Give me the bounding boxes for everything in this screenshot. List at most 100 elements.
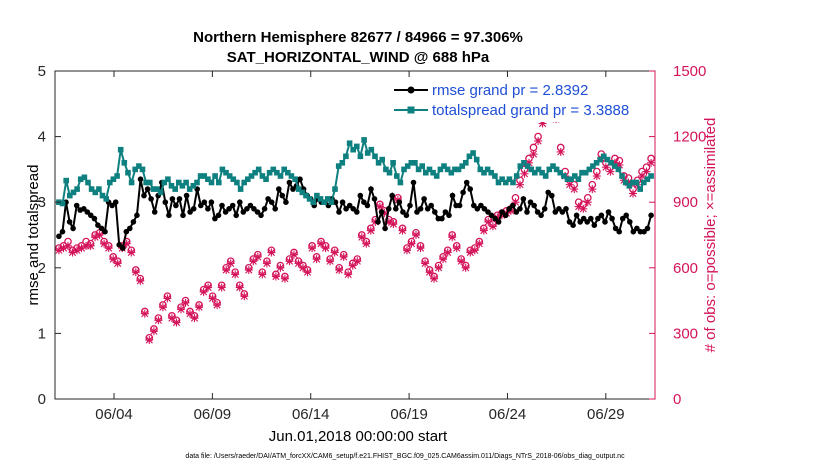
totalspread-point xyxy=(386,169,393,176)
obs-assimilated-marker xyxy=(181,298,190,307)
rmse-point xyxy=(549,192,555,199)
totalspread-point xyxy=(419,163,425,169)
obs-assimilated-marker xyxy=(461,263,470,272)
totalspread-point xyxy=(168,183,175,189)
obs-assimilated-marker xyxy=(353,257,362,266)
rmse-point xyxy=(215,212,222,219)
totalspread-point xyxy=(205,176,211,182)
totalspread-point xyxy=(433,173,440,179)
totalspread-point xyxy=(241,179,247,186)
totalspread-point xyxy=(154,186,160,192)
totalspread-point xyxy=(426,166,433,173)
totalspread-point xyxy=(186,186,193,192)
obs-assimilated-marker xyxy=(326,257,335,266)
x-tick-label: 06/04 xyxy=(95,406,133,423)
totalspread-point xyxy=(285,169,291,176)
totalspread-point xyxy=(143,179,149,186)
plot-area xyxy=(55,71,655,399)
obs-assimilated-marker xyxy=(425,268,434,277)
obs-assimilated-marker xyxy=(299,263,307,272)
obs-assimilated-marker xyxy=(439,255,448,264)
totalspread-point xyxy=(128,179,135,186)
obs-assimilated-marker xyxy=(516,180,524,189)
totalspread-point xyxy=(568,176,574,182)
rmse-point xyxy=(605,209,612,215)
y-tick-left-label: 5 xyxy=(38,63,46,80)
obs-assimilated-marker xyxy=(113,259,122,268)
totalspread-point xyxy=(513,173,520,179)
obs-assimilated-marker xyxy=(588,185,597,194)
rmse-point xyxy=(414,209,420,215)
totalspread-point xyxy=(553,166,560,173)
totalspread-point xyxy=(161,179,168,186)
rmse-point xyxy=(70,225,76,232)
y-tick-left-label: 2 xyxy=(38,260,46,277)
totalspread-point xyxy=(459,163,465,169)
rmse-point xyxy=(279,192,286,199)
obs-assimilated-marker xyxy=(457,257,466,266)
totalspread-point xyxy=(611,163,618,169)
totalspread-point xyxy=(92,189,99,196)
totalspread-point xyxy=(506,176,513,182)
x-axis-label: Jun.01,2018 00:00:00 start xyxy=(269,428,448,445)
obs-assimilated-marker xyxy=(570,185,579,194)
rmse-point xyxy=(619,215,626,222)
rmse-point xyxy=(290,186,296,192)
rmse-point xyxy=(471,202,477,209)
rmse-point xyxy=(573,212,580,219)
obs-assimilated-marker xyxy=(488,222,497,231)
obs-assimilated-marker xyxy=(389,220,398,229)
x-tick-label: 06/14 xyxy=(292,406,330,423)
rmse-point xyxy=(456,202,463,209)
obs-assimilated-marker xyxy=(226,259,235,268)
obs-assimilated-marker xyxy=(647,158,656,167)
totalspread-point xyxy=(295,186,302,192)
rmse-point xyxy=(205,206,211,212)
rmse-point xyxy=(545,189,551,196)
rmse-point xyxy=(73,202,80,209)
rmse-point xyxy=(268,199,275,205)
rmse-point xyxy=(407,202,413,209)
totalspread-point xyxy=(114,173,120,179)
totalspread-point xyxy=(575,176,582,182)
rmse-point xyxy=(385,206,392,212)
rmse-point xyxy=(421,196,427,202)
rmse-point xyxy=(506,206,512,212)
obs-assimilated-marker xyxy=(240,292,249,301)
totalspread-point xyxy=(361,137,367,143)
totalspread-point xyxy=(99,192,106,199)
totalspread-point xyxy=(266,169,273,176)
rmse-point xyxy=(91,215,98,222)
obs-assimilated-marker xyxy=(140,309,149,318)
rmse-point xyxy=(609,215,615,222)
rmse-point xyxy=(102,228,108,235)
chart-title: Northern Hemisphere 82677 / 84966 = 97.3… xyxy=(193,29,523,46)
totalspread-point xyxy=(423,169,429,176)
totalspread-point xyxy=(317,196,324,202)
rmse-point xyxy=(616,228,622,235)
totalspread-point xyxy=(375,160,382,166)
totalspread-point xyxy=(452,166,458,173)
legend-spread-marker xyxy=(407,106,415,114)
totalspread-point xyxy=(601,153,607,160)
totalspread-point xyxy=(226,173,233,179)
rmse-point xyxy=(201,199,208,205)
legend-box xyxy=(390,78,648,122)
totalspread-point xyxy=(503,179,509,186)
rmse-point xyxy=(580,215,587,222)
obs-assimilated-marker xyxy=(258,270,267,279)
totalspread-point xyxy=(230,176,237,182)
totalspread-point xyxy=(488,169,494,176)
y-axis-left-label: rmse and totalspread xyxy=(25,165,42,306)
totalspread-point xyxy=(590,163,596,169)
totalspread-point xyxy=(350,146,356,153)
totalspread-point xyxy=(542,173,549,179)
totalspread-point xyxy=(622,179,629,186)
rmse-point xyxy=(499,209,505,215)
totalspread-point xyxy=(332,186,338,192)
rmse-point xyxy=(538,212,544,219)
rmse-point xyxy=(169,196,176,202)
totalspread-point xyxy=(579,169,585,176)
obs-assimilated-marker xyxy=(217,283,226,292)
totalspread-point xyxy=(339,160,346,166)
